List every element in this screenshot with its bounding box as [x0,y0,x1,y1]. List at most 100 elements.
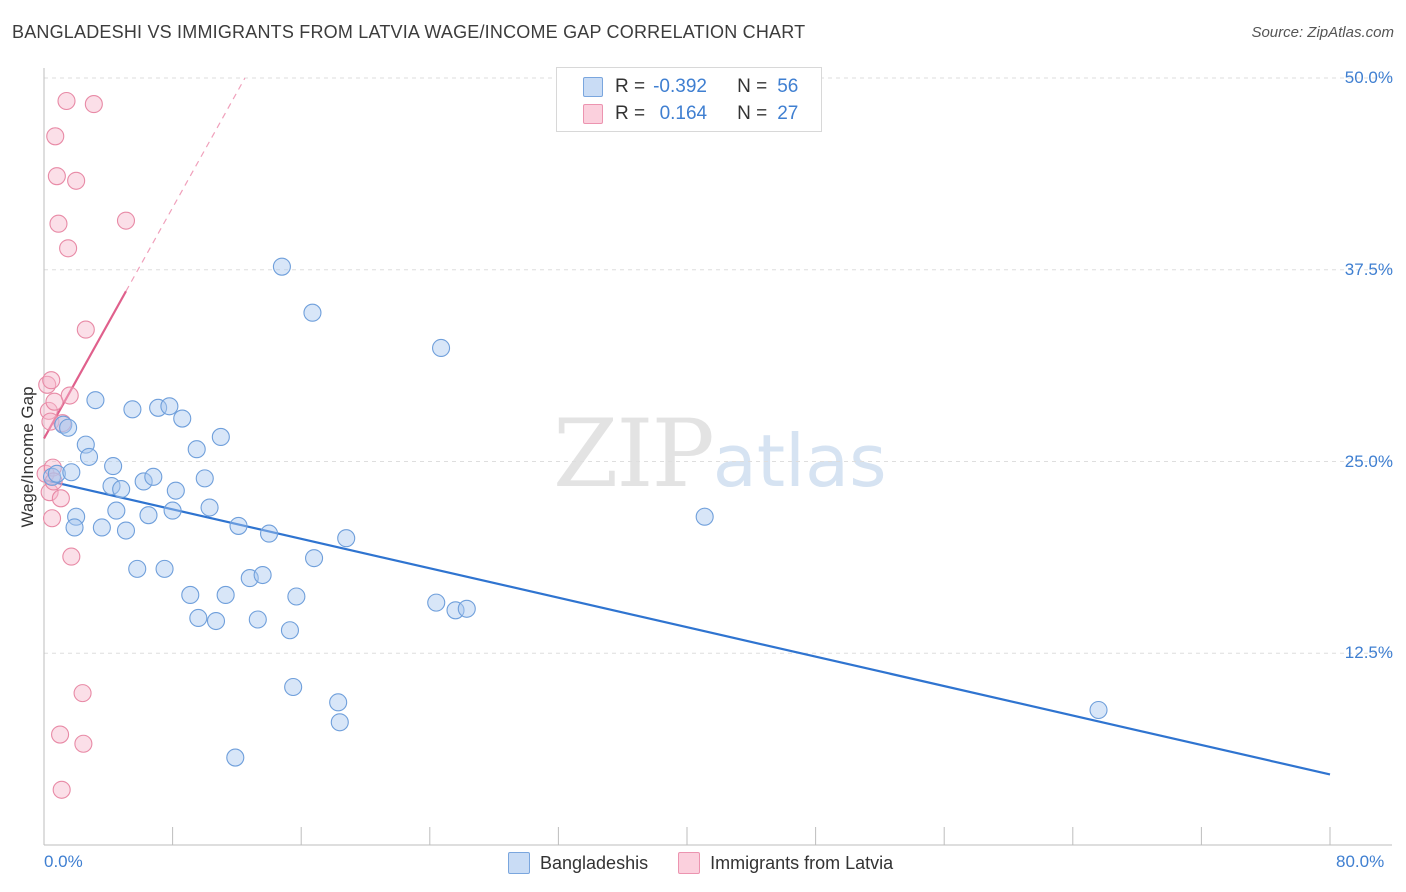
x-tick-label-max: 80.0% [1336,852,1385,871]
y-tick-label: 25.0% [1344,451,1393,471]
point-bangladeshis [229,516,248,535]
point-bangladeshis [200,498,219,517]
point-bangladeshis [272,257,291,276]
point-bangladeshis [187,440,206,459]
legend-swatch-blue [508,852,530,874]
point-bangladeshis [432,338,451,358]
point-bangladeshis [123,400,142,419]
point-latvia [46,127,65,146]
point-bangladeshis [195,469,214,488]
point-bangladeshis [303,303,322,322]
point-latvia [67,171,86,190]
point-bangladeshis [446,601,465,620]
point-bangladeshis [149,398,168,417]
data-points [36,91,1108,799]
point-latvia [74,734,93,753]
point-bangladeshis [216,585,235,605]
trend-line-latvia [43,290,127,440]
r-value: -0.392 [653,76,707,97]
point-latvia [76,320,95,339]
point-bangladeshis [1089,700,1108,720]
point-bangladeshis [427,593,446,612]
point-bangladeshis [107,501,126,520]
point-bangladeshis [128,559,147,578]
point-bangladeshis [284,677,303,697]
legend-label: Bangladeshis [540,852,649,873]
point-bangladeshis [102,476,121,496]
point-bangladeshis [59,418,78,437]
point-bangladeshis [86,391,105,410]
trend-line-bangladeshis [43,478,1331,776]
point-bangladeshis [337,529,356,548]
point-bangladeshis [226,748,245,767]
y-axis-label: Wage/Income Gap [18,386,37,528]
y-tick-label: 50.0% [1344,68,1393,87]
n-value: 27 [777,103,799,124]
point-bangladeshis [329,693,348,712]
point-bangladeshis [54,415,73,434]
point-bangladeshis [104,457,123,476]
source-label: Source: ZipAtlas.com [1251,24,1394,41]
point-bangladeshis [181,585,200,605]
legend-swatch-pink [678,852,701,874]
point-bangladeshis [144,467,163,486]
point-latvia [57,91,76,111]
point-latvia [116,211,136,230]
x-tick-label-min: 0.0% [44,852,83,871]
n-value: 56 [777,76,799,97]
trend-line-extension [125,77,246,292]
point-bangladeshis [42,467,62,486]
point-bangladeshis [62,463,81,482]
legend-label: Immigrants from Latvia [710,852,894,873]
point-bangladeshis [280,621,299,640]
axes [43,68,1392,846]
point-latvia [51,725,70,744]
point-latvia [47,167,66,186]
point-latvia [51,489,70,508]
series-legend: Bangladeshis Immigrants from Latvia [508,852,923,874]
legend-item-bangladeshis: Bangladeshis [508,852,648,874]
point-bangladeshis [173,409,192,428]
point-latvia [60,386,79,405]
point-bangladeshis [253,565,272,585]
point-bangladeshis [65,518,84,537]
point-latvia [59,239,78,258]
trend-lines [43,77,1331,776]
point-bangladeshis [134,472,153,491]
point-bangladeshis [287,587,306,606]
chart-title: BANGLADESHI VS IMMIGRANTS FROM LATVIA WA… [12,22,806,42]
legend-swatch-pink [583,104,603,124]
point-latvia [40,483,59,502]
point-bangladeshis [47,464,66,483]
point-bangladeshis [259,524,279,543]
point-bangladeshis [139,506,158,525]
point-latvia [49,214,68,233]
gridlines [44,77,1392,654]
point-bangladeshis [79,447,99,466]
point-latvia [42,509,62,528]
legend-row-bangladeshis: R = -0.392 N = 56 [583,75,798,99]
y-tick-label: 37.5% [1344,259,1393,279]
n-label: N = [737,103,768,124]
point-latvia [52,780,71,799]
r-value: 0.164 [659,103,708,124]
point-bangladeshis [330,713,349,732]
point-bangladeshis [163,501,182,520]
point-bangladeshis [206,611,226,631]
point-bangladeshis [457,599,476,618]
point-latvia [73,684,92,703]
watermark: ZIPatlas [553,400,887,509]
point-bangladeshis [166,481,185,500]
point-bangladeshis [92,518,111,537]
point-bangladeshis [160,397,179,416]
y-tick-label: 12.5% [1344,643,1393,663]
correlation-legend: R = -0.392 N = 56 R = 0.164 N = 27 [556,67,822,132]
point-latvia [84,95,103,114]
legend-row-latvia: R = 0.164 N = 27 [583,102,798,126]
point-bangladeshis [695,507,714,526]
n-label: N = [737,76,768,97]
r-label: R = [615,103,646,124]
legend-item-latvia: Immigrants from Latvia [678,852,893,874]
point-bangladeshis [189,608,208,628]
